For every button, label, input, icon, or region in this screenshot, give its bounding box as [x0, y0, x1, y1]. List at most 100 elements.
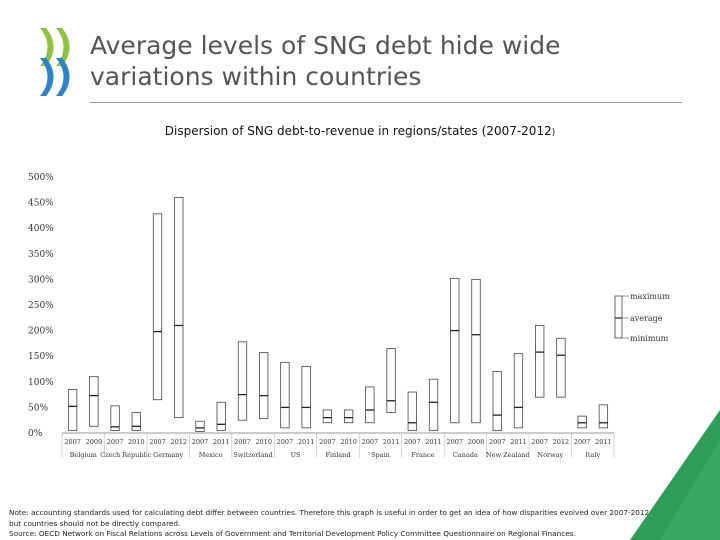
- year-label: 2010: [128, 438, 145, 446]
- range-box: [152, 213, 163, 401]
- year-label: 2007: [446, 438, 463, 446]
- year-label: 2007: [362, 438, 379, 446]
- range-box: [492, 371, 502, 431]
- country-label: New Zealand: [486, 451, 530, 459]
- oecd-logo-stroke-3: [40, 58, 54, 96]
- year-label: 2007: [574, 438, 591, 446]
- range-box: [131, 412, 141, 431]
- y-tick-label: 500%: [28, 173, 54, 183]
- year-label: 2011: [213, 438, 230, 446]
- dispersion-chart: 0% 50% 100% 150% 200% 250% 300% 350% 400% 450% 500…: [28, 173, 670, 459]
- y-tick-label: 200%: [28, 327, 54, 337]
- country-label: Switzerland: [233, 451, 272, 459]
- corner-triangle-highlight: [660, 440, 720, 540]
- chart-legend: maximum average minimum: [614, 292, 670, 343]
- range-box: [237, 341, 248, 421]
- range-box: [195, 420, 205, 432]
- country-label: France: [411, 451, 434, 459]
- range-box: [174, 197, 184, 419]
- country-label: Mexico: [199, 451, 223, 459]
- range-box: [535, 325, 545, 398]
- corner-decoration: [630, 410, 720, 540]
- chart-subtitle: Dispersion of SNG debt-to-revenue in reg…: [0, 124, 720, 138]
- year-label: 2011: [383, 438, 400, 446]
- year-label: 2007: [234, 438, 251, 446]
- slide-title: Average levels of SNG debt hide wide var…: [90, 30, 650, 92]
- range-box: [280, 361, 290, 429]
- y-tick-label: 100%: [28, 378, 54, 388]
- range-box: [110, 405, 120, 431]
- y-tick-label: 350%: [28, 250, 54, 260]
- y-axis: 0% 50% 100% 150% 200% 250% 300% 350% 400% 450% 500…: [28, 173, 614, 439]
- chart-subtitle-end: ): [551, 128, 556, 138]
- legend-maximum: maximum: [630, 292, 670, 301]
- oecd-logo-stroke-1: [40, 28, 54, 66]
- year-label: 2007: [64, 438, 81, 446]
- y-tick-label: 50%: [28, 403, 48, 413]
- legend-average: average: [630, 314, 663, 323]
- year-label: 2008: [468, 438, 485, 446]
- country-label: Czech Republic: [100, 451, 152, 459]
- year-label: 2007: [192, 438, 209, 446]
- chart-subtitle-text: Dispersion of SNG debt-to-revenue in reg…: [164, 124, 552, 138]
- range-box: [322, 409, 333, 424]
- year-label: 2010: [340, 438, 357, 446]
- country-label: Belgium: [70, 451, 97, 459]
- range-box: [407, 391, 417, 431]
- year-label: 2011: [595, 438, 612, 446]
- country-label: Finland: [325, 451, 350, 459]
- range-box: [301, 366, 311, 429]
- range-box: [386, 348, 396, 413]
- y-tick-label: 300%: [28, 275, 54, 285]
- y-tick-label: 450%: [28, 199, 54, 209]
- y-tick-label: 250%: [28, 301, 54, 311]
- footnote-source: Source: OECD Network on Fiscal Relations…: [9, 529, 576, 538]
- range-box: [598, 404, 609, 429]
- y-tick-label: 0%: [28, 429, 43, 439]
- range-box: [577, 415, 587, 429]
- range-box: [471, 279, 481, 424]
- range-box: [513, 353, 524, 429]
- x-axis-labels: 2007 2009 2007 2010 2007 2012 2007 2011 2007 2010…: [61, 433, 615, 459]
- country-label: US: [291, 451, 301, 459]
- range-box: [259, 352, 269, 420]
- footnote-line-1: Note: accounting standards used for calc…: [9, 508, 652, 517]
- range-box: [89, 376, 99, 427]
- country-label: Norway: [537, 451, 563, 459]
- slide-title-line-1: Average levels of SNG debt hide wide: [90, 31, 561, 60]
- range-box: [428, 378, 439, 431]
- footnote: Note: accounting standards used for calc…: [9, 508, 689, 540]
- title-divider: [90, 102, 682, 103]
- chart-boxes: [67, 197, 609, 432]
- year-label: 2007: [107, 438, 124, 446]
- oecd-logo: [40, 28, 70, 96]
- year-label: 2007: [319, 438, 336, 446]
- country-label: Canada: [453, 451, 478, 459]
- range-box: [556, 337, 566, 398]
- year-label: 2011: [425, 438, 442, 446]
- legend-minimum: minimum: [630, 334, 669, 343]
- footnote-line-2: but countries should not be directly com…: [9, 518, 181, 528]
- year-label: 2012: [170, 438, 187, 446]
- range-box: [67, 389, 78, 431]
- oecd-logo-stroke-4: [56, 58, 70, 96]
- legend-box: [614, 295, 623, 339]
- year-label: 2007: [489, 438, 506, 446]
- year-label: 2007: [277, 438, 294, 446]
- country-label: Spain: [371, 451, 390, 459]
- oecd-logo-stroke-2: [56, 28, 70, 66]
- y-tick-label: 150%: [28, 352, 54, 362]
- year-label: 2007: [531, 438, 548, 446]
- year-label: 2012: [553, 438, 570, 446]
- country-label: Germany: [153, 451, 183, 459]
- range-box: [216, 401, 226, 431]
- year-label: 2011: [510, 438, 527, 446]
- y-tick-label: 400%: [28, 224, 54, 234]
- range-box: [343, 409, 354, 424]
- year-label: 2009: [86, 438, 103, 446]
- country-label: Italy: [585, 451, 600, 459]
- slide-title-line-2: variations within countries: [90, 62, 422, 91]
- range-box: [450, 277, 460, 424]
- year-label: 2011: [298, 438, 315, 446]
- year-label: 2007: [149, 438, 166, 446]
